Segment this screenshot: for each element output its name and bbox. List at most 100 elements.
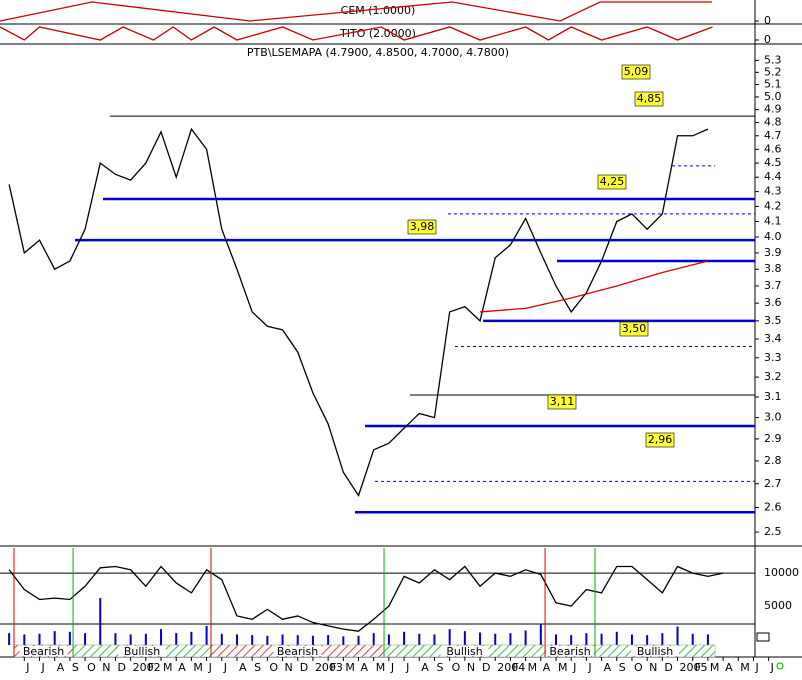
x-tick-label: M (528, 661, 538, 674)
y-tick-label: 4.8 (764, 116, 782, 129)
annotation-label: 2,96 (648, 433, 673, 446)
annotation-box (619, 321, 649, 337)
x-tick-label: M (193, 661, 203, 674)
volume-bar (433, 634, 436, 645)
volume-bar (190, 631, 193, 645)
x-tick-label: N (102, 661, 110, 674)
volume-bar (357, 635, 360, 645)
x-tick-label: S (254, 661, 261, 674)
regime-label: Bearish (23, 645, 64, 658)
status-dot (776, 662, 784, 670)
volume-bar (144, 633, 147, 645)
x-tick-label: J (208, 661, 212, 674)
y-tick-label: 5.1 (764, 78, 782, 91)
volume-bar (68, 631, 71, 645)
annotation-label: 3,98 (410, 220, 435, 233)
volume-bar (387, 634, 390, 645)
y-tick-label: 3.1 (764, 390, 782, 403)
volume-bar (706, 634, 709, 645)
volume-bar (251, 635, 254, 645)
regime-label-bg (631, 646, 680, 656)
volume-bar (235, 634, 238, 645)
volume-bar (570, 635, 573, 645)
annotation-label: 5,09 (624, 65, 649, 78)
y-tick-label: 0 (764, 33, 771, 46)
x-tick-label: J (25, 661, 29, 674)
x-tick-label: D (117, 661, 125, 674)
volume-bar (220, 633, 223, 645)
volume-bar (494, 633, 497, 645)
annotation-label: 4,85 (637, 92, 662, 105)
x-tick-label: A (421, 661, 429, 674)
y-tick-label: 3.7 (764, 279, 782, 292)
y-tick-label: 3.3 (764, 351, 782, 364)
x-tick-label: M (558, 661, 568, 674)
y-tick-label: 2.8 (764, 454, 782, 467)
volume-bar (372, 633, 375, 645)
volume-bar (266, 635, 269, 645)
x-tick-label: J (390, 661, 394, 674)
tito-title: TITO (2.0000) (339, 27, 416, 40)
x-tick-label: A (57, 661, 65, 674)
x-tick-label: N (467, 661, 475, 674)
y-tick-label: 3.0 (764, 411, 782, 424)
volume-bar (311, 635, 314, 645)
y-tick-label: 2.9 (764, 432, 782, 445)
volume-bar (23, 634, 26, 645)
volume-bar (661, 633, 664, 645)
x-tick-label: J (40, 661, 44, 674)
volume-bar (327, 635, 330, 645)
x-tick-label: A (543, 661, 551, 674)
volume-bar (418, 633, 421, 645)
tito-line (0, 26, 713, 41)
x-tick-label: 2003 (315, 661, 343, 674)
volume-bar (129, 634, 132, 645)
y-tick-label: 3.4 (764, 332, 782, 345)
volume-bar (99, 598, 102, 645)
x-tick-label: 2002 (133, 661, 161, 674)
volume-bar (8, 633, 11, 645)
y-tick-label: 5.3 (764, 53, 782, 66)
x-tick-label: J (405, 661, 409, 674)
y-tick-label: 4.9 (764, 103, 782, 116)
volume-bar (539, 624, 542, 645)
volume-bar (175, 633, 178, 645)
y-tick-label: 4.1 (764, 215, 782, 228)
x-tick-label: D (664, 661, 672, 674)
volume-bar (84, 633, 87, 645)
y-tick-label: 4.4 (764, 170, 782, 183)
volume-bar (479, 632, 482, 645)
y-tick-label: 0 (764, 14, 771, 27)
x-tick-label: D (300, 661, 308, 674)
volume-bar (403, 631, 406, 645)
y-tick-label: 3.6 (764, 296, 782, 309)
x-tick-label: J (754, 661, 758, 674)
y-tick-label: 3.2 (764, 370, 782, 383)
y-tick-label: 4.6 (764, 142, 782, 155)
x-tick-label: A (178, 661, 186, 674)
regime-label-bg (546, 646, 595, 656)
volume-bar (281, 634, 284, 645)
regime-label: Bullish (446, 645, 482, 658)
y-tick-label: 2.7 (764, 477, 782, 490)
x-tick-label: A (725, 661, 733, 674)
y-tick-label: 4.3 (764, 185, 782, 198)
x-tick-label: O (452, 661, 461, 674)
annotation-label: 4,25 (600, 175, 625, 188)
scroll-box (756, 632, 770, 642)
y-tick-label: 5000 (764, 599, 792, 612)
regime-label: Bullish (637, 645, 673, 658)
volume-bar (615, 631, 618, 645)
x-tick-label: M (163, 661, 173, 674)
price-line (479, 260, 709, 313)
annotation-box (634, 91, 664, 107)
regime-label: Bullish (124, 645, 160, 658)
y-tick-label: 4.7 (764, 129, 782, 142)
annotation-box (597, 174, 627, 190)
y-tick-label: 3.8 (764, 262, 782, 275)
regime-label-bg (118, 646, 167, 656)
y-tick-label: 3.9 (764, 246, 782, 259)
volume-bar (691, 633, 694, 645)
